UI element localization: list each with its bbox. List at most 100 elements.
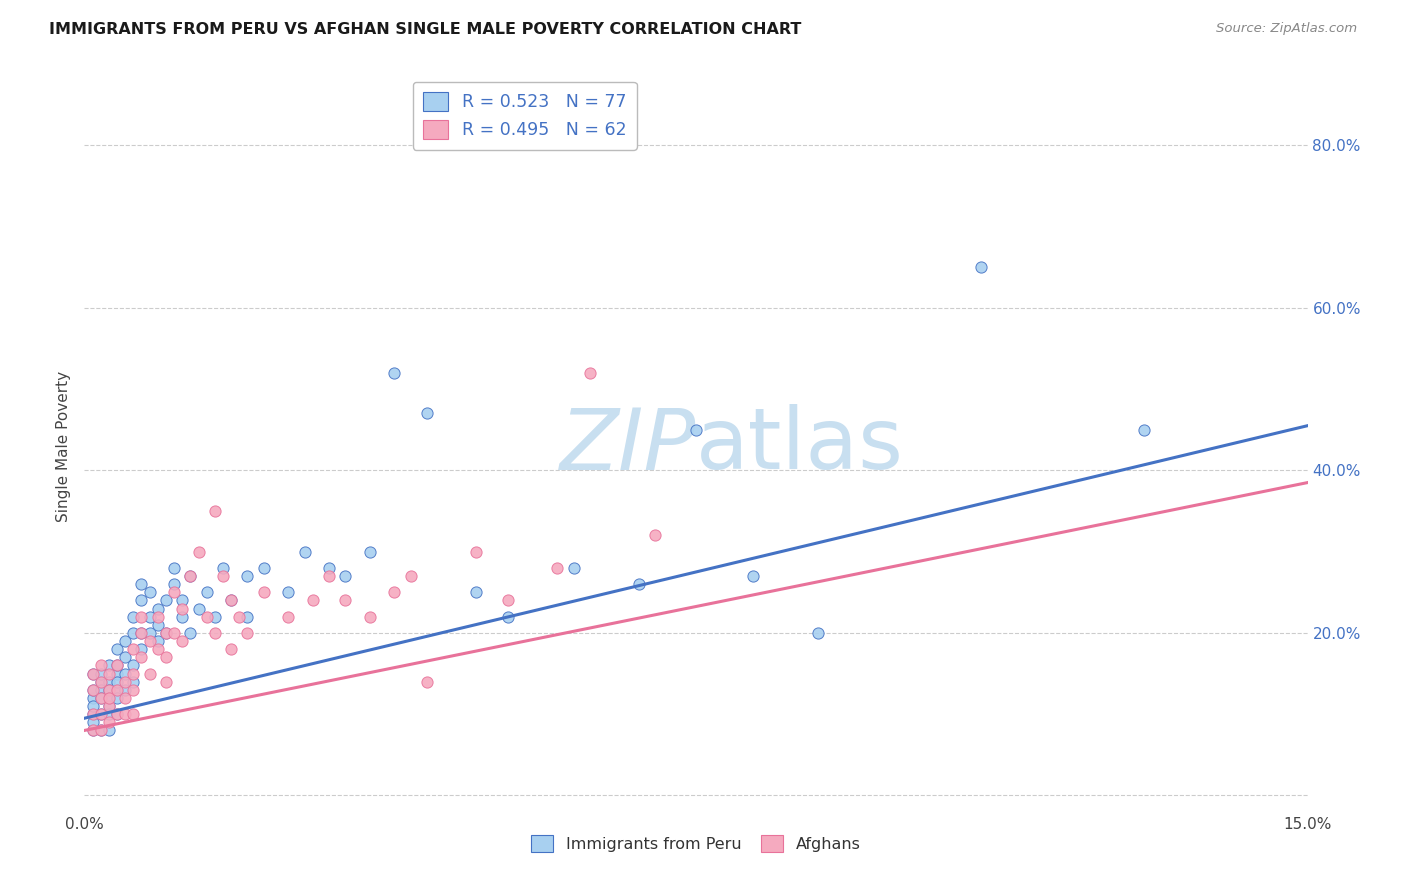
Point (105, 674, 128, 689)
Point (146, 617, 169, 632)
Point (228, 609, 250, 624)
Point (807, 626, 830, 640)
Point (90, 682, 112, 697)
Point (90, 723, 112, 738)
Point (97, 666, 120, 681)
Point (131, 577, 153, 591)
Point (212, 569, 235, 583)
Point (90, 707, 112, 722)
Point (195, 585, 218, 599)
Point (90, 666, 112, 681)
Point (97, 658, 120, 673)
Point (146, 634, 169, 648)
Point (277, 609, 299, 624)
Point (970, 260, 993, 275)
Point (172, 609, 194, 624)
Point (105, 682, 128, 697)
Point (163, 626, 186, 640)
Point (562, 561, 585, 575)
Point (114, 634, 136, 648)
Y-axis label: Single Male Poverty: Single Male Poverty (56, 370, 72, 522)
Point (464, 544, 486, 558)
Point (138, 609, 160, 624)
Point (82, 723, 104, 738)
Point (277, 585, 299, 599)
Point (90, 674, 112, 689)
Point (82, 707, 104, 722)
Point (82, 682, 104, 697)
Point (105, 682, 128, 697)
Point (82, 715, 104, 730)
Text: Source: ZipAtlas.com: Source: ZipAtlas.com (1216, 22, 1357, 36)
Point (498, 609, 520, 624)
Text: IMMIGRANTS FROM PERU VS AFGHAN SINGLE MALE POVERTY CORRELATION CHART: IMMIGRANTS FROM PERU VS AFGHAN SINGLE MA… (49, 22, 801, 37)
Point (212, 561, 235, 575)
Point (122, 707, 145, 722)
Point (172, 593, 194, 607)
Point (685, 423, 707, 437)
Point (138, 666, 160, 681)
Point (146, 601, 169, 615)
Point (155, 674, 177, 689)
Point (399, 569, 422, 583)
Point (82, 723, 104, 738)
Point (155, 626, 177, 640)
Point (97, 707, 120, 722)
Point (301, 593, 323, 607)
Point (105, 707, 128, 722)
Point (163, 561, 186, 575)
Point (644, 528, 666, 542)
Point (204, 609, 226, 624)
Point (204, 504, 226, 518)
Point (122, 609, 145, 624)
Point (97, 715, 120, 730)
Point (219, 593, 242, 607)
Point (1133, 423, 1156, 437)
Point (97, 699, 120, 714)
Point (90, 723, 112, 738)
Point (187, 544, 209, 558)
Point (82, 699, 104, 714)
Point (114, 690, 136, 705)
Point (122, 642, 145, 657)
Point (236, 626, 259, 640)
Point (253, 561, 276, 575)
Point (627, 577, 650, 591)
Point (90, 690, 112, 705)
Point (138, 634, 160, 648)
Point (318, 561, 340, 575)
Point (105, 642, 128, 657)
Point (236, 569, 259, 583)
Point (114, 682, 136, 697)
Point (195, 609, 218, 624)
Point (382, 366, 405, 380)
Point (122, 682, 145, 697)
Point (155, 650, 177, 665)
Point (122, 674, 145, 689)
Point (416, 407, 439, 421)
Point (155, 593, 177, 607)
Point (359, 609, 381, 624)
Point (579, 366, 602, 380)
Point (105, 658, 128, 673)
Point (122, 658, 145, 673)
Point (179, 569, 201, 583)
Point (97, 723, 120, 738)
Point (382, 585, 405, 599)
Point (114, 674, 136, 689)
Point (742, 569, 765, 583)
Point (179, 569, 201, 583)
Point (82, 707, 104, 722)
Point (335, 593, 357, 607)
Point (294, 544, 316, 558)
Point (82, 666, 104, 681)
Point (546, 561, 568, 575)
Point (97, 682, 120, 697)
Point (90, 674, 112, 689)
Point (318, 569, 340, 583)
Point (179, 626, 201, 640)
Point (219, 642, 242, 657)
Point (131, 650, 153, 665)
Point (163, 585, 186, 599)
Legend: Immigrants from Peru, Afghans: Immigrants from Peru, Afghans (524, 829, 868, 859)
